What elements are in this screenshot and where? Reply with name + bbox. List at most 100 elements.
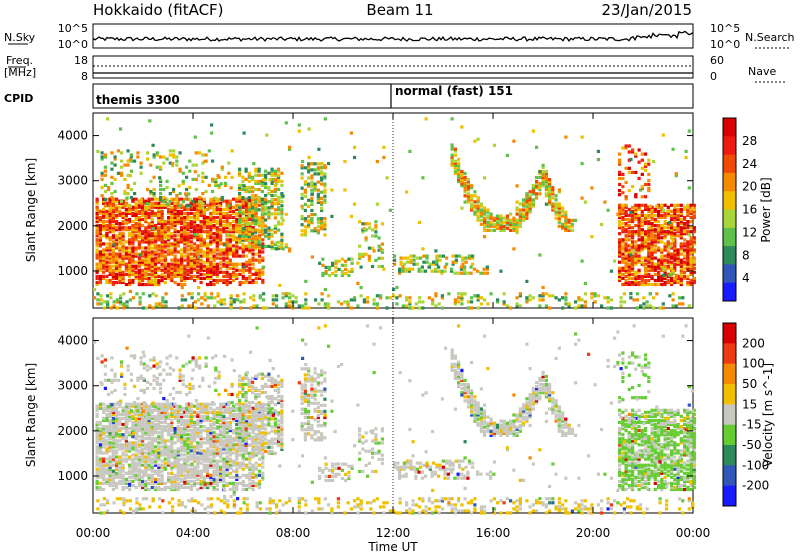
date-title: 23/Jan/2015 bbox=[602, 1, 693, 19]
data-cell bbox=[138, 216, 141, 219]
data-cell bbox=[693, 236, 696, 239]
data-cell bbox=[519, 292, 522, 295]
data-cell bbox=[274, 225, 277, 228]
data-cell bbox=[183, 486, 186, 489]
data-cell bbox=[154, 232, 157, 235]
data-cell bbox=[114, 178, 117, 181]
data-cell bbox=[304, 280, 307, 283]
data-cell bbox=[109, 441, 112, 444]
data-cell bbox=[480, 202, 483, 205]
data-cell bbox=[277, 220, 280, 223]
data-cell bbox=[235, 273, 238, 276]
data-cell bbox=[571, 219, 574, 222]
data-cell bbox=[337, 300, 340, 303]
data-cell bbox=[241, 196, 244, 199]
data-cell bbox=[317, 225, 320, 228]
data-cell bbox=[148, 464, 151, 467]
data-cell bbox=[128, 441, 131, 444]
data-cell bbox=[144, 250, 147, 253]
data-cell bbox=[105, 462, 108, 465]
data-cell bbox=[267, 192, 270, 195]
data-cell bbox=[376, 302, 379, 305]
data-cell bbox=[105, 224, 108, 227]
data-cell bbox=[323, 189, 326, 192]
data-cell bbox=[252, 263, 255, 266]
data-cell bbox=[248, 275, 251, 278]
data-cell bbox=[125, 240, 128, 243]
data-cell bbox=[243, 292, 246, 295]
data-cell bbox=[428, 266, 431, 269]
data-cell bbox=[647, 273, 650, 276]
data-cell bbox=[314, 162, 317, 165]
data-cell bbox=[248, 186, 251, 189]
data-cell bbox=[274, 178, 277, 181]
data-cell bbox=[117, 149, 120, 152]
data-cell bbox=[321, 258, 324, 261]
data-cell bbox=[183, 283, 186, 286]
data-cell bbox=[280, 233, 283, 236]
data-cell bbox=[166, 186, 169, 189]
data-cell bbox=[343, 188, 346, 191]
data-cell bbox=[229, 281, 232, 284]
data-cell bbox=[374, 220, 377, 223]
data-cell bbox=[223, 298, 226, 301]
data-cell bbox=[214, 178, 217, 181]
data-cell bbox=[631, 148, 634, 151]
data-cell bbox=[405, 304, 408, 307]
data-cell bbox=[254, 194, 257, 197]
data-cell bbox=[126, 304, 129, 307]
data-cell bbox=[154, 415, 157, 418]
data-cell bbox=[99, 482, 102, 485]
data-cell bbox=[670, 267, 673, 270]
data-cell bbox=[96, 206, 99, 209]
data-cell bbox=[96, 468, 99, 471]
data-cell bbox=[320, 197, 323, 200]
data-cell bbox=[327, 302, 330, 305]
data-cell bbox=[683, 275, 686, 278]
data-cell bbox=[115, 455, 118, 458]
data-cell bbox=[647, 187, 650, 190]
data-cell bbox=[222, 271, 225, 274]
data-cell bbox=[651, 283, 654, 286]
data-cell bbox=[187, 437, 190, 440]
data-cell bbox=[197, 255, 200, 258]
data-cell bbox=[258, 196, 261, 199]
data-cell bbox=[400, 261, 403, 264]
data-cell bbox=[105, 468, 108, 471]
data-cell bbox=[180, 427, 183, 430]
data-cell bbox=[210, 296, 213, 299]
data-cell bbox=[196, 488, 199, 491]
data-cell bbox=[167, 476, 170, 479]
data-cell bbox=[641, 218, 644, 221]
data-cell bbox=[141, 236, 144, 239]
data-cell bbox=[261, 279, 264, 282]
data-cell bbox=[187, 253, 190, 256]
data-cell bbox=[132, 296, 135, 299]
data-cell bbox=[634, 271, 637, 274]
data-cell bbox=[654, 244, 657, 247]
data-cell bbox=[100, 302, 103, 305]
data-cell bbox=[621, 277, 624, 280]
data-cell bbox=[235, 198, 238, 201]
data-cell bbox=[197, 298, 200, 301]
data-cell bbox=[213, 248, 216, 251]
data-cell bbox=[131, 453, 134, 456]
data-cell bbox=[285, 302, 288, 305]
data-cell bbox=[166, 202, 169, 205]
data-cell bbox=[157, 464, 160, 467]
data-cell bbox=[118, 253, 121, 256]
data-cell bbox=[516, 184, 519, 187]
data-cell bbox=[194, 233, 197, 236]
data-cell bbox=[291, 294, 294, 297]
colorbar-tick-label: 4 bbox=[742, 271, 750, 285]
data-cell bbox=[693, 271, 696, 274]
data-cell bbox=[180, 210, 183, 213]
data-cell bbox=[170, 248, 173, 251]
data-cell bbox=[677, 222, 680, 225]
data-cell bbox=[318, 262, 321, 265]
data-cell bbox=[105, 279, 108, 282]
data-cell bbox=[248, 214, 251, 217]
data-cell bbox=[641, 257, 644, 260]
data-cell bbox=[538, 170, 541, 173]
data-cell bbox=[190, 484, 193, 487]
